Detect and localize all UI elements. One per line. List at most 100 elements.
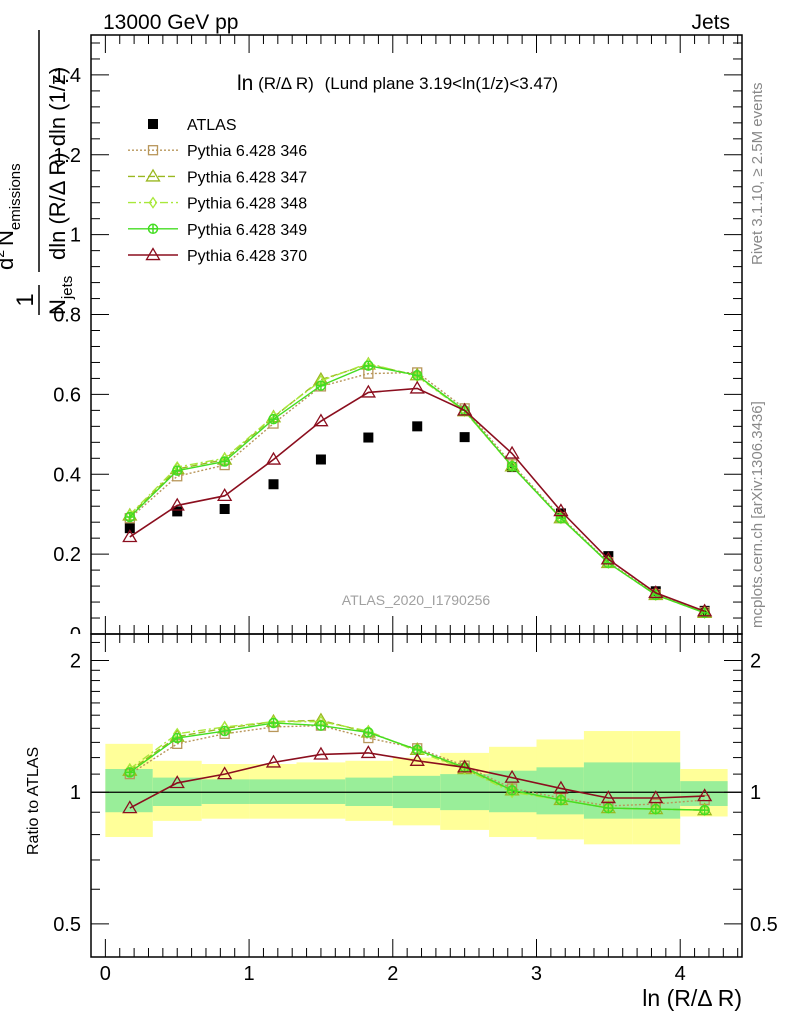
point-main-p370-9 — [553, 503, 569, 517]
point-ratio-p370-2 — [217, 766, 233, 780]
line-main-p348 — [129, 362, 705, 614]
ytick-label-ratio-right: 2 — [750, 651, 761, 673]
series-main-p370 — [122, 380, 713, 617]
y-axis-label-main: 1 Njets d2Nemissions dln (R/Δ R) dln (1/… — [0, 30, 76, 315]
point-ratio-p370-11 — [648, 790, 664, 804]
legend-label-p347: Pythia 6.428 347 — [187, 169, 307, 186]
header-left: 13000 GeV pp — [103, 11, 238, 34]
point-main-p370-10 — [600, 551, 616, 565]
point-ratio-p370-9 — [553, 780, 569, 794]
point-main-p370-8 — [504, 445, 520, 459]
point-main-atlas-4 — [315, 454, 326, 465]
legend-marker-p346 — [147, 145, 159, 156]
point-main-atlas-1 — [172, 506, 183, 517]
point-ratio-p370-1 — [169, 775, 185, 789]
ytick-label-main: 1 — [70, 225, 81, 247]
point-main-p370-7 — [457, 402, 473, 416]
legend-item-p347: Pythia 6.428 347 — [128, 168, 307, 186]
xtick-label: 3 — [531, 963, 542, 985]
point-main-atlas-7 — [459, 432, 470, 443]
mcplots-label: mcplots.cern.ch [arXiv:1306.3436] — [749, 401, 766, 628]
ylabel-one: 1 — [12, 293, 39, 306]
point-main-atlas-6 — [412, 421, 423, 432]
point-ratio-p370-8 — [504, 769, 520, 783]
plot-title: ln (R/Δ R) (Lund plane 3.19<ln(1/z)<3.47… — [237, 72, 558, 95]
point-main-p370-11 — [648, 585, 664, 599]
legend-label-p346: Pythia 6.428 346 — [187, 143, 307, 160]
point-main-p370-4 — [313, 413, 329, 427]
legend-label-p349: Pythia 6.428 349 — [187, 222, 307, 239]
legend-label-p370: Pythia 6.428 370 — [187, 248, 307, 265]
legend-label-p348: Pythia 6.428 348 — [187, 196, 307, 213]
legend-item-p370: Pythia 6.428 370 — [128, 247, 307, 265]
axis-tick-labels: 0.2 0.4 0.6 0.8 1 1.2 1.4 0 0 1 2 3 4 0.5 0.5 1 1 2 2 — [53, 65, 778, 985]
point-ratio-p370-6 — [409, 752, 425, 766]
point-main-p370-3 — [265, 451, 282, 465]
ytick-label-ratio-right: 1 — [750, 782, 761, 804]
ratio-plot-frame — [90, 633, 743, 958]
point-ratio-p370-10 — [600, 790, 616, 804]
ratio-series-group — [122, 712, 713, 817]
point-main-p370-12 — [696, 603, 713, 617]
point-ratio-p370-5 — [360, 745, 376, 759]
band-green-12 — [680, 781, 728, 806]
xtick-label: 2 — [387, 963, 398, 985]
point-main-p370-5 — [360, 384, 376, 398]
series-main-atlas — [124, 421, 710, 616]
ytick-label-main: 0.8 — [53, 305, 81, 327]
series-main-p348 — [125, 357, 709, 619]
point-main-atlas-5 — [363, 432, 374, 443]
main-series-group — [122, 356, 713, 619]
ylabel-njets: Njets — [45, 276, 76, 315]
ytick-label-main: 1.4 — [53, 65, 81, 87]
plot-title-paren: (R/Δ R) — [258, 74, 314, 93]
rivet-label: Rivet 3.1.10, ≥ 2.5M events — [749, 83, 766, 266]
plot-title-main: ln — [237, 72, 253, 95]
series-main-p349 — [124, 360, 710, 619]
ytick-label-ratio-left: 0.5 — [53, 914, 81, 936]
point-ratio-p370-7 — [457, 759, 473, 773]
ylabel-denominator: dln (R/Δ R) dln (1/z) — [45, 67, 70, 260]
legend-marker-p370 — [145, 247, 161, 261]
series-main-p347 — [122, 356, 713, 619]
series-main-p346 — [124, 367, 710, 618]
axis-ticks — [91, 35, 742, 957]
ylabel-numerator: d2Nemissions — [0, 163, 24, 270]
plot-title-tail: (Lund plane 3.19<ln(1/z)<3.47) — [325, 74, 558, 93]
header-right: Jets — [691, 11, 730, 34]
legend-item-p346: Pythia 6.428 346 — [128, 143, 307, 160]
point-main-atlas-3 — [268, 479, 279, 490]
point-ratio-p370-0 — [122, 800, 138, 814]
ytick-label-main: 1.2 — [53, 145, 81, 167]
xtick-label: 1 — [244, 963, 255, 985]
legend-item-atlas: ATLAS — [148, 117, 237, 134]
legend-marker-atlas — [148, 119, 158, 129]
point-main-p370-6 — [409, 380, 425, 394]
ytick-label-main: 0.4 — [53, 464, 81, 486]
analysis-watermark: ATLAS_2020_I1790256 — [342, 592, 491, 608]
line-ratio-p370 — [129, 752, 705, 809]
legend-marker-p347 — [145, 168, 161, 182]
ytick-label-ratio-left: 1 — [70, 782, 81, 804]
point-main-atlas-0 — [124, 523, 135, 534]
series-ratio-p370 — [122, 745, 713, 814]
point-ratio-p370-12 — [696, 788, 713, 802]
point-main-p370-0 — [122, 529, 138, 543]
point-main-atlas-2 — [219, 504, 230, 515]
legend-item-p348: Pythia 6.428 348 — [128, 196, 307, 213]
xtick-label: 4 — [675, 963, 686, 985]
x-axis-label: ln (R/Δ R) — [642, 985, 742, 1011]
point-ratio-p370-3 — [265, 754, 282, 768]
ytick-label-main-zero: 0 — [70, 624, 81, 646]
ytick-label-main: 0.2 — [53, 544, 81, 566]
line-main-p349 — [129, 364, 705, 614]
line-main-p347 — [129, 363, 705, 614]
legend: ATLAS Pythia 6.428 346 Pythia 6.428 347 Pyt… — [128, 117, 307, 265]
ytick-label-ratio-left: 2 — [70, 651, 81, 673]
point-main-p370-2 — [217, 488, 233, 502]
point-ratio-p370-4 — [313, 746, 329, 760]
legend-item-p349: Pythia 6.428 349 — [128, 222, 307, 239]
line-main-p346 — [129, 371, 705, 613]
xtick-label: 0 — [100, 963, 111, 985]
